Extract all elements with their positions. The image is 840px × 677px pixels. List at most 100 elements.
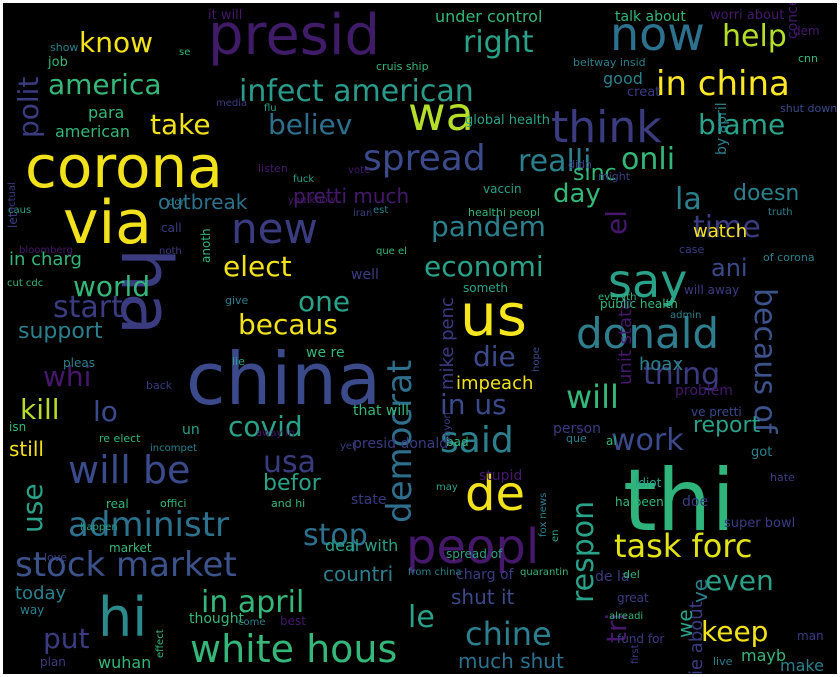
cloud-word: use (16, 483, 49, 533)
cloud-word: now (610, 7, 705, 61)
cloud-word: truth (768, 207, 793, 218)
cloud-word: doe (682, 494, 709, 510)
cloud-word: dem (793, 24, 820, 38)
cloud-word: happen (80, 522, 118, 533)
cloud-word: yet (340, 441, 356, 452)
cloud-word: infect american (239, 74, 474, 109)
cloud-word: donald (576, 309, 720, 358)
cloud-word: world (73, 270, 151, 303)
cloud-word: market (109, 541, 152, 555)
cloud-word: in us (440, 388, 507, 421)
cloud-word: en (550, 529, 561, 543)
cloud-word: watch (693, 221, 748, 242)
cloud-word: still (9, 437, 44, 461)
cloud-word: fox news (538, 492, 549, 537)
cloud-word: ve (688, 578, 712, 603)
cloud-word: que (566, 432, 587, 445)
cloud-word: hope (531, 347, 542, 372)
cloud-word: say (608, 254, 688, 308)
cloud-word: wuhan (98, 653, 152, 672)
cloud-word: of corona (763, 251, 815, 264)
cloud-word: die (473, 340, 516, 373)
cloud-word: in charg (9, 249, 82, 270)
cloud-word: countri (323, 562, 394, 586)
cloud-word: vote (348, 165, 371, 176)
cloud-word: spread (363, 138, 486, 179)
cloud-word: from china (408, 567, 462, 578)
cloud-word: noth (159, 246, 182, 257)
cloud-word: bad (446, 435, 469, 449)
cloud-word: economi (424, 250, 544, 283)
cloud-word: administr (68, 505, 230, 545)
cloud-word: un (182, 422, 200, 438)
cloud-word: got (751, 445, 773, 460)
cloud-word: job (48, 55, 68, 70)
cloud-word: realli (518, 144, 592, 179)
cloud-word: today (15, 583, 67, 604)
cloud-word: china (186, 337, 381, 421)
cloud-word: cruis ship (376, 60, 429, 73)
cloud-word: mike penc (437, 297, 458, 390)
cloud-word: ani (711, 254, 748, 282)
cloud-word: pleas (63, 356, 95, 370)
cloud-word: live (713, 655, 733, 668)
cloud-word: onli (621, 142, 676, 177)
cloud-word: in april (201, 585, 305, 620)
cloud-word: great (617, 591, 649, 605)
cloud-word: you know (288, 195, 336, 206)
cloud-word: de la (595, 569, 630, 585)
cloud-word: doesn (733, 181, 800, 206)
cloud-word: help (722, 19, 787, 54)
cloud-word: love (44, 551, 68, 564)
cloud-word: presid (208, 3, 381, 68)
cloud-word: talk about (615, 9, 686, 25)
cloud-word: plan (40, 655, 66, 669)
cloud-word: fund for (617, 632, 665, 646)
cloud-word: para (88, 103, 125, 122)
cloud-word: becaus of (747, 288, 782, 434)
cloud-word: work (611, 423, 684, 458)
cloud-word: that will (353, 403, 409, 419)
cloud-word: global health (465, 113, 550, 128)
cloud-word: white hous (190, 627, 398, 671)
cloud-word: de (465, 466, 525, 522)
cloud-word: lie about (686, 601, 707, 674)
cloud-word: everyth (598, 292, 637, 303)
cloud-word: effect (155, 629, 166, 658)
cloud-word: give (225, 294, 249, 307)
cloud-word: might (598, 170, 631, 183)
cloud-word: impeach (456, 373, 534, 394)
cloud-word: worri about (710, 8, 785, 23)
cloud-word: polit (12, 76, 45, 138)
cloud-word: elect (223, 250, 292, 283)
cloud-word: hoax (639, 354, 684, 375)
cloud-word: el (600, 209, 633, 235)
cloud-word: wa (408, 87, 474, 141)
cloud-word: will away (684, 283, 740, 297)
cloud-word: chine (465, 615, 552, 653)
cloud-word: ve pretti (691, 405, 742, 419)
cloud-word: day (553, 179, 601, 209)
cloud-word: befor (263, 471, 321, 496)
cloud-word: hate (770, 471, 795, 484)
cloud-word: ha been (615, 495, 664, 509)
cloud-word: thi (623, 451, 736, 551)
cloud-word: iran (353, 208, 373, 219)
cloud-word: someth (463, 281, 508, 295)
cloud-word: presid donald (353, 436, 449, 452)
cloud-word: fuck (293, 174, 315, 185)
cloud-word: la (675, 182, 702, 217)
cloud-word: call (161, 221, 182, 235)
cloud-word: make (780, 656, 824, 674)
cloud-word: thought (189, 611, 245, 627)
cloud-word: isn (9, 420, 27, 434)
cloud-word: report (693, 413, 761, 438)
cloud-word: anyon (442, 412, 453, 443)
cloud-word: se (179, 47, 191, 58)
cloud-word: covid (228, 410, 303, 443)
cloud-word: corona (25, 133, 223, 201)
cloud-word: admin (670, 310, 702, 321)
cloud-word: public health (600, 297, 678, 311)
cloud-word: del (623, 568, 640, 581)
cloud-word: kill (20, 393, 60, 426)
